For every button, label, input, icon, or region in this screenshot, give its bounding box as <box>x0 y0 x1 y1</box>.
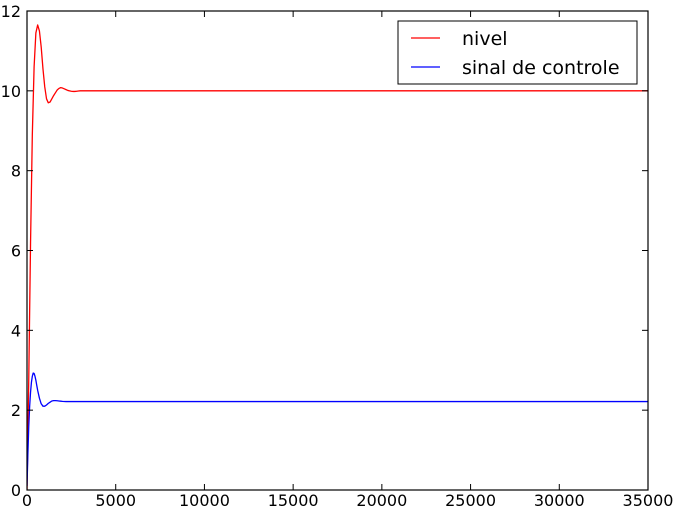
x-tick-label: 15000 <box>268 491 319 510</box>
y-tick-label: 0 <box>11 481 21 500</box>
y-tick-label: 4 <box>11 321 21 340</box>
legend-box <box>397 20 638 85</box>
x-tick-label: 0 <box>22 491 32 510</box>
x-tick-label: 25000 <box>445 491 496 510</box>
plot-area <box>27 24 648 490</box>
x-tick-label: 10000 <box>179 491 230 510</box>
series-line-1 <box>27 24 648 490</box>
axis-ticks: 0 5000 10000 15000 20000 25000 30000 35000 0 2 4 6 8… <box>1 2 674 510</box>
x-tick-label: 35000 <box>623 491 674 510</box>
legend-label-2: sinal de controle <box>462 57 620 79</box>
y-tick-label: 2 <box>11 401 21 420</box>
series-line-2 <box>27 372 648 487</box>
y-tick-label: 12 <box>1 2 21 21</box>
x-tick-label: 20000 <box>356 491 407 510</box>
plot-frame <box>26 10 649 491</box>
x-tick-label: 30000 <box>534 491 585 510</box>
y-tick-label: 10 <box>1 82 21 101</box>
y-tick-label: 8 <box>11 162 21 181</box>
x-tick-label: 5000 <box>95 491 136 510</box>
legend: nivel sinal de controle <box>397 20 638 85</box>
legend-label-1: nivel <box>462 28 508 50</box>
y-tick-label: 6 <box>11 242 21 261</box>
